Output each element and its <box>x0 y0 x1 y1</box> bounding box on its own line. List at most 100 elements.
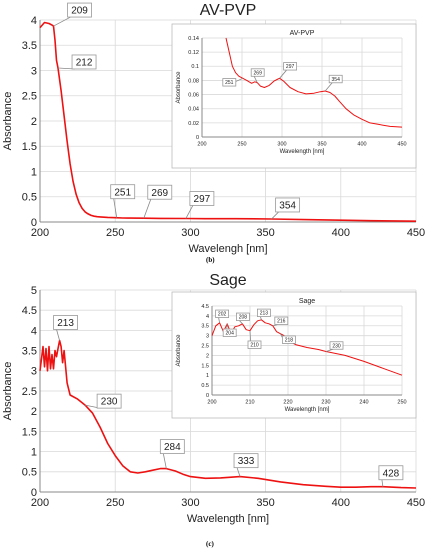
avpvp-callout-box <box>275 197 301 213</box>
avpvp-inset-callout-pointer <box>253 76 258 83</box>
sage-series-line <box>39 339 417 489</box>
sage-callout-pointer <box>236 467 241 477</box>
sage-y-tick-label: 4 <box>31 325 37 337</box>
avpvp-x-axis-label: Wavelengh [nm] <box>188 243 267 255</box>
sage-inset-y-tick-label: 0.5 <box>201 383 209 389</box>
sage-x-tick-label: 300 <box>181 497 199 509</box>
sage-y-tick-label: 1 <box>31 446 37 458</box>
avpvp-y-tick-label: 0.5 <box>22 192 37 204</box>
avpvp-y-tick-label: 2 <box>31 116 37 128</box>
sage-y-tick-label: 2.5 <box>22 386 37 398</box>
sage-title: Sage <box>209 272 246 289</box>
avpvp-inset-y-tick-label: 0.1 <box>191 64 199 70</box>
avpvp-callout-box <box>67 2 92 18</box>
avpvp-inset-x-axis-label: Wavelength [nm] <box>280 149 325 155</box>
avpvp-x-tick-label: 350 <box>256 227 274 239</box>
avpvp-y-axis-label: Absorbance <box>2 92 14 151</box>
sage-callout-box <box>378 465 404 481</box>
sage-inset-callout-box <box>274 316 289 325</box>
avpvp-y-tick-label: 3 <box>31 65 37 77</box>
sage-callout-pointer <box>162 453 167 469</box>
avpvp-inset-x-tick-label: 200 <box>197 142 206 148</box>
sage-callout-box <box>233 453 259 469</box>
avpvp-inset-y-tick-label: 0 <box>196 135 199 141</box>
sage-inset-callout-label: 208 <box>239 315 248 321</box>
sage-y-tick-label: 5 <box>31 285 37 297</box>
sage-y-tick-label: 0 <box>31 487 37 499</box>
sage-y-tick-label: 3.5 <box>22 345 37 357</box>
sage-inset-y-tick-label: 2.5 <box>201 343 209 349</box>
sage-inset-x-tick-label: 250 <box>397 400 406 406</box>
avpvp-callout-box <box>110 184 136 200</box>
avpvp-inset-callout-box <box>283 62 298 71</box>
avpvp-callout-pointer <box>185 205 194 219</box>
sage-inset-callout-label: 202 <box>218 312 227 318</box>
avpvp-title: AV-PVP <box>200 2 257 19</box>
avpvp-inset-callout-label: 297 <box>286 64 295 70</box>
avpvp-inset-plot-area <box>202 38 402 137</box>
sage-inset-y-tick-label: 1 <box>206 373 209 379</box>
panel-label-c: (c) <box>206 540 214 548</box>
avpvp-y-tick-label: 3.5 <box>22 40 37 52</box>
avpvp-callout-pointer <box>143 199 152 219</box>
sage-inset-x-tick-label: 210 <box>245 400 254 406</box>
sage-inset-callout-box <box>329 341 344 350</box>
avpvp-inset-plot: 200 250 300 350 400 450 0 0.02 0.04 0.06 0.08 0.1 0.… <box>176 30 407 155</box>
sage-inset-y-tick-label: 1.5 <box>201 363 209 369</box>
avpvp-inset-callout-pointer <box>324 82 333 92</box>
sage-x-tick-label: 200 <box>31 497 49 509</box>
sage-callout-label: 230 <box>101 397 118 408</box>
avpvp-callout-box <box>189 191 215 206</box>
sage-inset-callout-box <box>281 335 296 344</box>
sage-callout-pointer <box>381 479 384 487</box>
sage-inset-x-tick-label: 220 <box>283 400 292 406</box>
avpvp-y-tick-label: 1 <box>31 166 37 178</box>
sage-y-tick-label: 1.5 <box>22 426 37 438</box>
sage-inset-callout-label: 204 <box>226 331 235 337</box>
avpvp-inset-callout-label: 354 <box>332 77 341 83</box>
sage-inset-y-tick-label: 4 <box>206 314 209 320</box>
sage-inset-y-tick-label: 0 <box>206 393 209 399</box>
avpvp-inset-callout-label: 269 <box>254 70 263 76</box>
avpvp-y-tick-label: 2.5 <box>22 91 37 103</box>
avpvp-inset-callout-label: 251 <box>225 80 234 86</box>
sage-inset-y-tick-label: 4.5 <box>201 304 209 310</box>
sage-callout-pointer <box>56 329 60 341</box>
avpvp-callout-label: 251 <box>114 187 131 198</box>
avpvp-inset-x-tick-label: 350 <box>317 142 326 148</box>
sage-x-tick-label: 350 <box>256 497 274 509</box>
sage-x-tick-label: 250 <box>106 497 124 509</box>
avpvp-x-tick-label: 250 <box>106 227 124 239</box>
sage-inset-callout-label: 216 <box>277 319 286 325</box>
avpvp-callout-pointer <box>271 211 279 220</box>
sage-inset-callout-box <box>222 328 237 337</box>
sage-inset-y-tick-label: 3.5 <box>201 324 209 330</box>
avpvp-x-tick-label: 450 <box>407 227 425 239</box>
sage-inset-x-tick-label: 230 <box>321 400 330 406</box>
sage-callout-box <box>96 393 122 409</box>
avpvp-callout-label: 297 <box>194 194 211 205</box>
avpvp-y-tick-label: 1.5 <box>22 141 37 153</box>
avpvp-inset-x-tick-label: 450 <box>397 142 406 148</box>
sage-inset-callout-pointer <box>239 320 243 325</box>
avpvp-inset-y-tick-label: 0.08 <box>188 78 199 84</box>
avpvp-series-line <box>39 21 417 222</box>
sage-inset-callout-pointer <box>260 316 262 320</box>
sage-inset-title: Sage <box>299 298 315 305</box>
avpvp-callout-pointer <box>113 198 118 218</box>
sage-y-tick-label: 2 <box>31 406 37 418</box>
sage-callout-label: 428 <box>383 468 400 479</box>
avpvp-x-tick-label: 400 <box>332 227 350 239</box>
avpvp-y-tick-label: 0 <box>31 217 37 229</box>
avpvp-inset-y-tick-label: 0.14 <box>188 36 199 42</box>
sage-inset-y-tick-label: 3 <box>206 334 209 340</box>
sage-inset-callout-box <box>247 340 262 349</box>
avpvp-inset-callout-pointer <box>279 69 287 79</box>
sage-callout-label: 213 <box>57 318 74 329</box>
panel-label-b: (b) <box>206 256 215 264</box>
sage-inset-y-tick-label: 2 <box>206 353 209 359</box>
sage-inset-callout-box <box>256 308 271 317</box>
avpvp-inset-y-tick-label: 0.06 <box>188 92 199 98</box>
sage-inset-callout-label: 218 <box>285 337 294 343</box>
avpvp-callout-pointer <box>53 16 71 27</box>
